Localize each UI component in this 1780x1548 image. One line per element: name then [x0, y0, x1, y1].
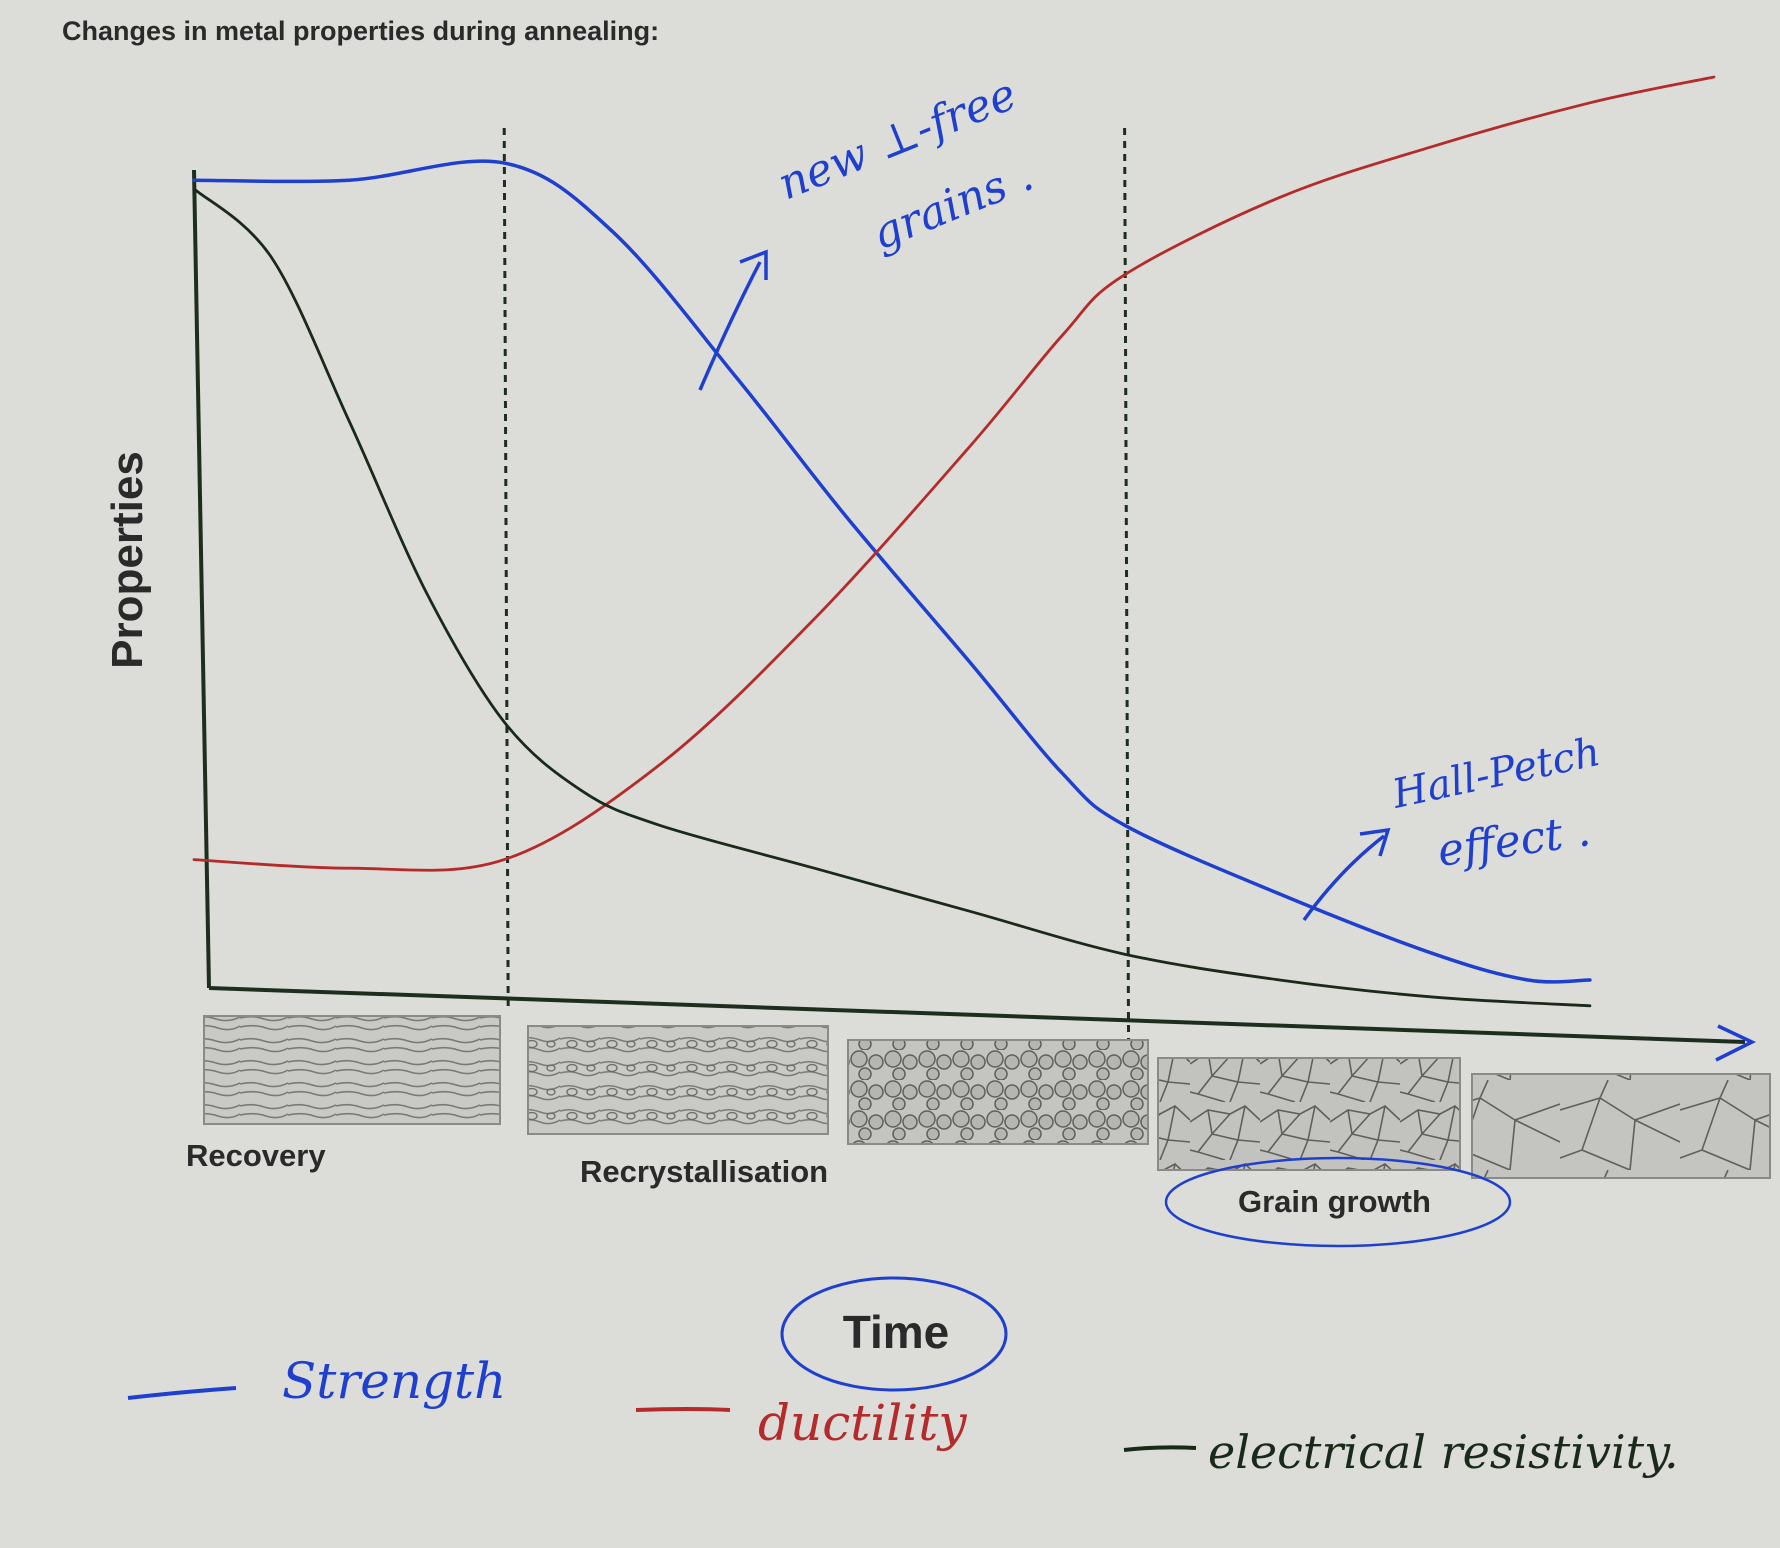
annotation-hall-petch-line1: Hall-Petch [1388, 729, 1605, 818]
microstructure-recrystallisation-early [527, 1025, 829, 1135]
microstructure-grain-growth-late [1471, 1073, 1771, 1179]
microstructure-recovery [203, 1015, 501, 1125]
series-line-ductility [192, 75, 1716, 872]
series-line-electrical-resistivity [192, 187, 1592, 1008]
series-line-strength [192, 159, 1592, 984]
legend-swatch-strength [127, 1386, 237, 1400]
legend-label-strength: Strength [282, 1352, 506, 1410]
microstructure-strip [203, 1015, 1771, 1179]
stage-label-recrystallisation: Recrystallisation [580, 1154, 828, 1189]
chart-title: Changes in metal properties during annea… [62, 16, 659, 46]
legend-swatch-ductility [635, 1407, 731, 1412]
x-axis [208, 986, 1746, 1044]
y-axis [192, 169, 211, 989]
arrow-new-grains-icon [698, 249, 768, 391]
axes [192, 169, 1757, 1062]
annotation-new-grains: new ⊥-free grains . [698, 69, 1040, 391]
x-axis-arrow-icon [1715, 1024, 1757, 1062]
x-axis-label: Time [843, 1306, 950, 1358]
legend: Strength ductility electrical resistivit… [127, 1352, 1679, 1479]
stage-boundary-2 [1123, 127, 1131, 1051]
stage-boundaries [502, 127, 1131, 1051]
stage-boundary-1 [502, 127, 510, 1011]
grain-growth-circle [1164, 1156, 1512, 1248]
annotation-hall-petch: Hall-Petch effect . [1302, 729, 1605, 922]
microstructure-recrystallisation-late [847, 1039, 1149, 1145]
stage-label-grain-growth: Grain growth [1238, 1184, 1431, 1219]
arrow-hall-petch-icon [1302, 827, 1391, 922]
time-circle [780, 1276, 1008, 1392]
legend-swatch-resistivity [1123, 1445, 1197, 1452]
microstructure-grain-growth-early [1157, 1057, 1461, 1171]
stage-label-recovery: Recovery [186, 1138, 326, 1173]
series-layer [192, 75, 1716, 1008]
y-axis-label: Properties [103, 451, 152, 669]
annotation-hall-petch-line2: effect . [1434, 805, 1593, 877]
legend-label-ductility: ductility [758, 1394, 967, 1452]
legend-label-resistivity: electrical resistivity. [1208, 1425, 1679, 1479]
